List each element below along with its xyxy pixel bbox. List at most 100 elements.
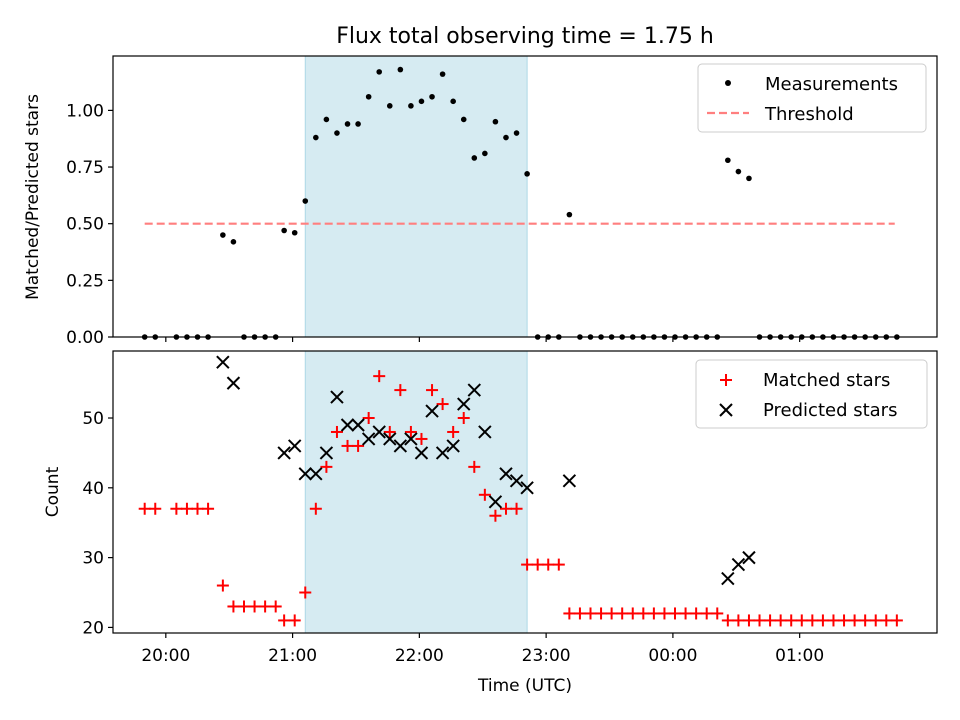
measurements-point-54 [725, 157, 731, 164]
matched-stars-point-15 [309, 502, 322, 515]
top-series-layer [141, 66, 900, 340]
measurements-point-27 [439, 71, 446, 77]
measurements-point-7 [230, 239, 237, 245]
top-legend-measurements-marker [725, 80, 731, 86]
bottom-legend-box [695, 359, 928, 429]
top-legend-box [697, 63, 927, 133]
matched-stars-point-10 [259, 600, 272, 613]
matched-stars-point-0 [138, 502, 151, 515]
predicted-stars-point-6 [319, 446, 334, 460]
predicted-stars-point-24 [509, 474, 524, 488]
predicted-stars-point-11 [372, 425, 386, 439]
predicted-stars-point-18 [446, 439, 460, 453]
matched-stars-point-8 [237, 600, 250, 613]
bottom-xtick-label-0: 20:00 [141, 646, 190, 666]
matched-stars-point-58 [764, 614, 777, 627]
measurements-point-32 [492, 118, 499, 125]
matched-stars-point-20 [362, 412, 375, 425]
measurements-point-25 [418, 98, 425, 105]
predicted-stars-point-14 [404, 432, 418, 446]
matched-stars-point-43 [605, 607, 618, 620]
matched-stars-point-65 [838, 614, 851, 627]
matched-stars-point-41 [584, 607, 597, 620]
predicted-stars-point-15 [414, 446, 429, 460]
matched-stars-point-11 [269, 600, 282, 613]
matched-stars-point-45 [626, 607, 639, 620]
predicted-stars-point-29 [742, 550, 756, 565]
predicted-stars-point-16 [425, 404, 439, 418]
predicted-stars-point-20 [467, 383, 481, 397]
predicted-stars-point-28 [731, 557, 746, 572]
measurements-point-35 [524, 171, 530, 177]
predicted-stars-point-19 [457, 397, 471, 411]
matched-stars-point-36 [531, 558, 544, 571]
measurements-point-13 [291, 229, 298, 236]
matched-stars-point-28 [447, 425, 460, 438]
matched-stars-point-16 [320, 460, 333, 473]
predicted-stars-point-25 [520, 481, 534, 495]
top-xtick-layer [165, 337, 801, 342]
matched-stars-point-1 [149, 502, 162, 515]
measurements-point-21 [376, 69, 383, 75]
matched-stars-point-48 [658, 607, 671, 620]
matched-stars-point-29 [457, 412, 470, 425]
matched-stars-point-19 [352, 439, 365, 452]
top-shade-layer [304, 55, 528, 338]
matched-stars-point-26 [426, 384, 439, 397]
bottom-y-axis-label: Count [43, 466, 63, 517]
matched-stars-point-22 [383, 425, 396, 438]
bottom-plot-frame [112, 350, 938, 634]
matched-stars-point-4 [191, 502, 204, 515]
top-legend-threshold-label: Threshold [764, 104, 854, 125]
matched-stars-point-7 [227, 600, 240, 613]
predicted-stars-point-10 [361, 432, 376, 446]
matched-stars-point-33 [499, 502, 512, 515]
predicted-stars-point-8 [340, 418, 355, 432]
bottom-legend-matched-label: Matched stars [763, 370, 890, 391]
predicted-stars-point-17 [435, 446, 450, 460]
matched-stars-point-60 [785, 614, 798, 627]
measurements-point-23 [397, 66, 404, 73]
measurements-point-30 [471, 155, 478, 161]
bottom-shade-layer [304, 350, 528, 634]
measurements-point-17 [334, 130, 340, 136]
bottom-shaded-window [304, 350, 528, 634]
measurements-point-14 [302, 198, 309, 204]
matched-stars-point-67 [859, 614, 872, 627]
matched-stars-point-27 [436, 398, 449, 411]
matched-stars-point-6 [216, 579, 229, 592]
bottom-ytick-label-0: 20 [82, 618, 104, 638]
measurements-point-31 [482, 150, 488, 157]
bottom-ytick-label-1: 30 [82, 549, 104, 569]
matched-stars-point-69 [880, 614, 893, 627]
matched-stars-point-13 [288, 614, 301, 627]
predicted-stars-point-4 [298, 467, 312, 481]
matched-stars-point-37 [542, 558, 555, 571]
matched-stars-point-34 [510, 502, 523, 515]
predicted-stars-point-23 [499, 467, 513, 481]
bottom-series-layer [138, 355, 903, 627]
bottom-legend: Matched stars Predicted stars [695, 359, 928, 429]
matched-stars-point-14 [299, 586, 312, 599]
matched-stars-point-49 [669, 607, 682, 620]
matched-stars-point-52 [700, 607, 713, 620]
matched-stars-point-56 [742, 614, 755, 627]
matched-stars-point-25 [415, 432, 428, 445]
measurements-point-55 [735, 168, 742, 175]
matched-stars-point-21 [373, 370, 386, 383]
measurements-point-22 [386, 103, 393, 109]
measurements-point-20 [365, 93, 372, 100]
bottom-ytick-label-3: 50 [82, 409, 104, 429]
matched-stars-point-66 [848, 614, 861, 627]
top-ytick-label-1: 0.25 [66, 271, 104, 291]
predicted-stars-point-0 [216, 355, 230, 369]
measurements-point-16 [323, 116, 330, 123]
measurements-point-29 [460, 116, 467, 123]
top-panel: 0.00 0.25 0.50 0.75 1.00 Matched/Predicted s… [23, 55, 938, 348]
matched-stars-point-23 [394, 384, 407, 397]
matched-stars-point-9 [248, 600, 261, 613]
bottom-xtick-label-3: 23:00 [522, 646, 571, 666]
matched-stars-point-68 [869, 614, 882, 627]
top-ytick-layer: 0.00 0.25 0.50 0.75 1.00 [66, 101, 113, 348]
top-ytick-label-2: 0.50 [66, 215, 104, 235]
